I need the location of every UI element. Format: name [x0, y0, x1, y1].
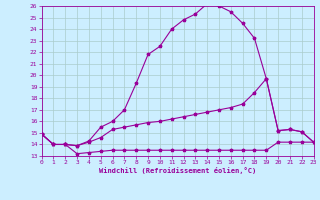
X-axis label: Windchill (Refroidissement éolien,°C): Windchill (Refroidissement éolien,°C): [99, 167, 256, 174]
